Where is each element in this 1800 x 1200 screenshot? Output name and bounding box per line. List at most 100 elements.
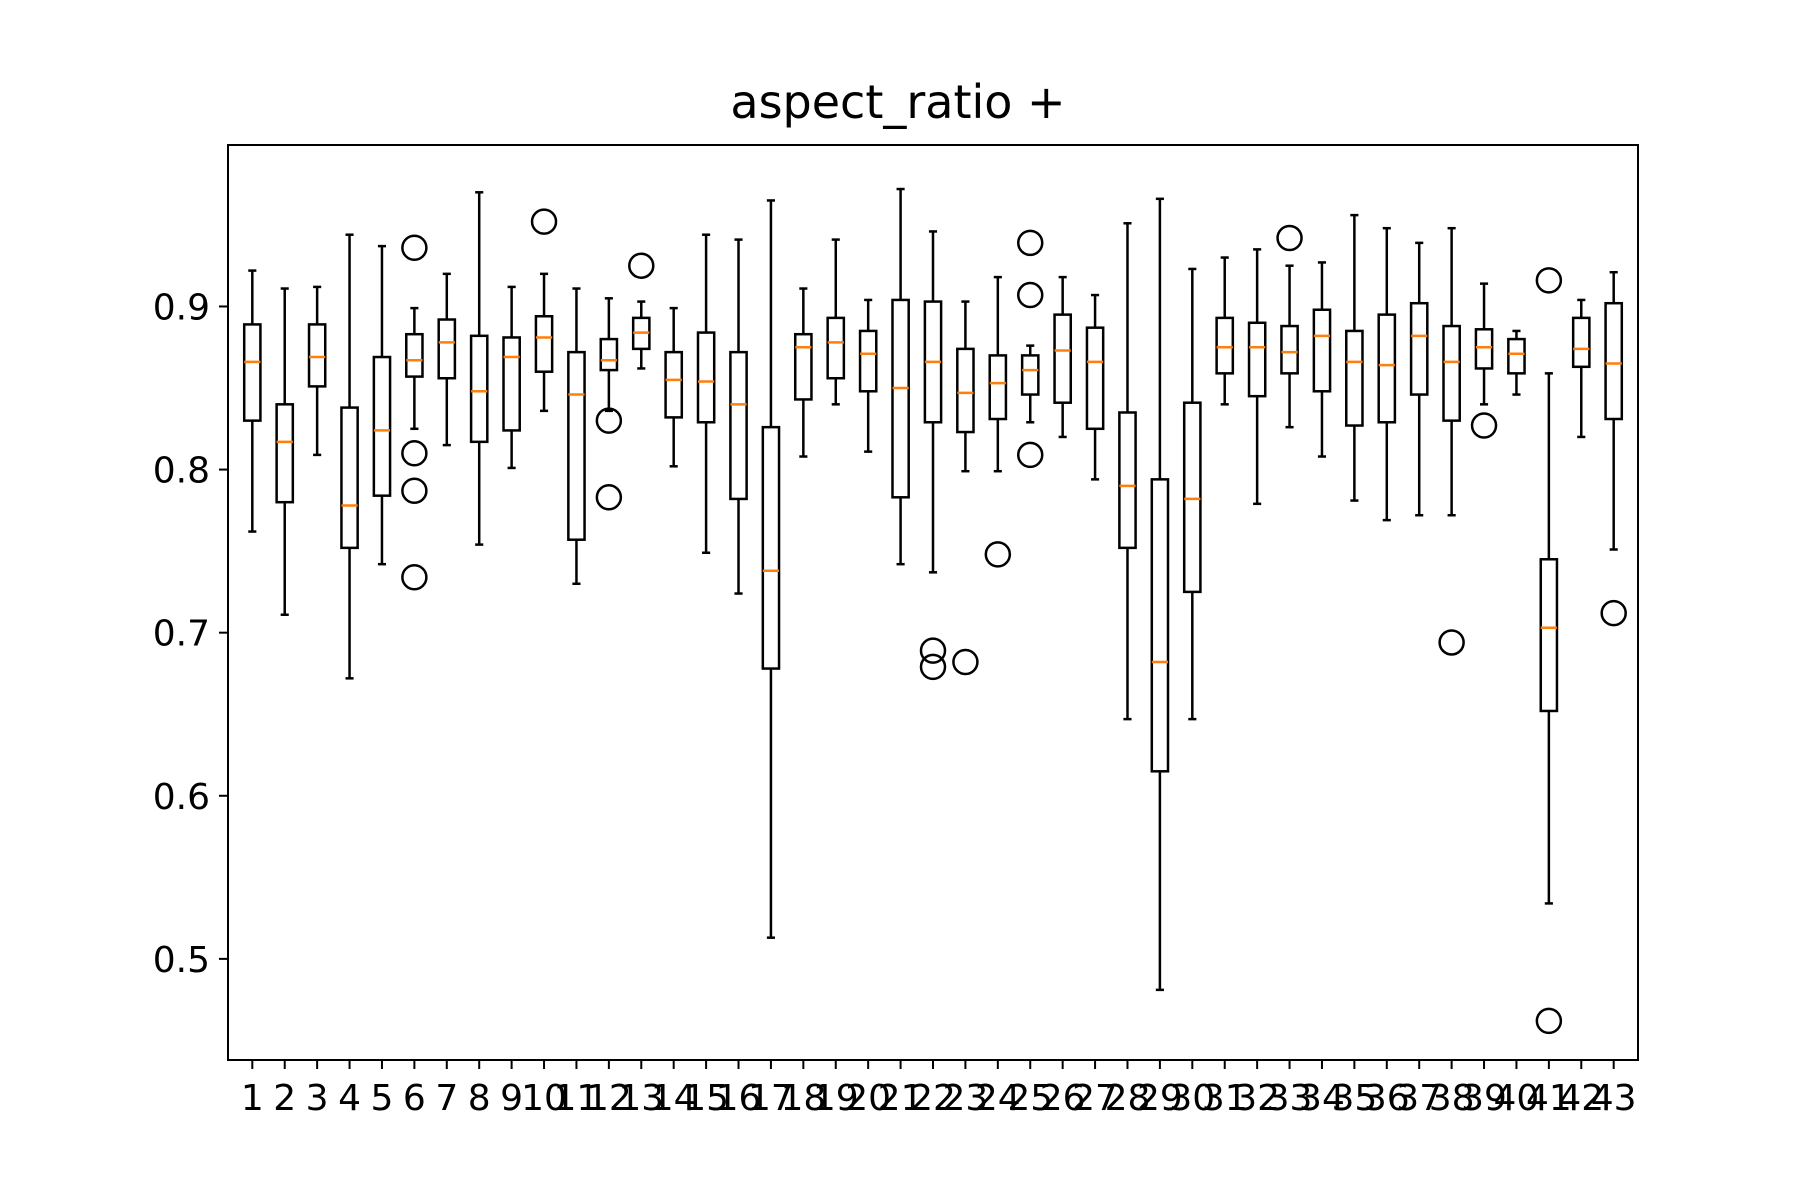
box-iqr xyxy=(437,318,457,380)
x-tick-label: 12 xyxy=(586,1078,632,1119)
x-tick-label: 32 xyxy=(1234,1078,1280,1119)
x-tick-label: 3 xyxy=(306,1078,329,1119)
box-group xyxy=(1085,293,1105,481)
x-tick-label: 29 xyxy=(1137,1078,1183,1119)
x-tick-label: 5 xyxy=(371,1078,394,1119)
box-group xyxy=(729,238,748,595)
x-tick-label: 42 xyxy=(1558,1078,1604,1119)
x-tick-label: 33 xyxy=(1267,1078,1313,1119)
y-tick-label: 0.9 xyxy=(153,287,210,328)
box-group xyxy=(793,287,813,458)
box-group xyxy=(307,285,327,457)
y-tick-label: 0.8 xyxy=(153,451,210,492)
box-iqr xyxy=(793,332,813,401)
box-group xyxy=(826,238,846,406)
box-group xyxy=(628,252,655,370)
box-group xyxy=(1409,241,1429,517)
box-group xyxy=(919,230,947,681)
box-group xyxy=(1507,329,1526,396)
outlier-point xyxy=(595,407,623,434)
outlier-point xyxy=(1535,1007,1563,1035)
box-group xyxy=(761,199,781,939)
box-group xyxy=(952,300,979,676)
box-group xyxy=(1053,275,1073,439)
y-tick-label: 0.6 xyxy=(153,777,210,818)
box-iqr xyxy=(340,406,359,550)
box-iqr xyxy=(988,354,1008,421)
x-tick-label: 40 xyxy=(1494,1078,1540,1119)
x-tick-label: 13 xyxy=(618,1078,664,1119)
outlier-point xyxy=(530,208,558,235)
box-group xyxy=(1215,256,1235,406)
chart-title: aspect_ratio + xyxy=(730,75,1065,129)
x-tick-label: 14 xyxy=(651,1078,697,1119)
x-tick-label: 26 xyxy=(1040,1078,1086,1119)
box-iqr xyxy=(1280,324,1299,375)
outlier-point xyxy=(1016,281,1044,309)
box-iqr xyxy=(275,403,295,504)
box-iqr xyxy=(664,350,684,419)
box-iqr xyxy=(956,347,975,434)
box-iqr xyxy=(405,332,424,378)
x-tick-label: 41 xyxy=(1526,1078,1572,1119)
x-tick-label: 6 xyxy=(403,1078,426,1119)
x-tick-label: 20 xyxy=(845,1078,891,1119)
box-group xyxy=(1571,298,1591,439)
box-iqr xyxy=(696,331,716,424)
box-group xyxy=(891,187,910,566)
outlier-point xyxy=(595,484,623,511)
x-tick-label: 21 xyxy=(878,1078,924,1119)
box-iqr xyxy=(1442,324,1461,422)
box-group xyxy=(1016,229,1044,469)
outlier-point xyxy=(952,648,979,676)
box-group xyxy=(1345,213,1364,502)
box-iqr xyxy=(761,425,781,670)
box-iqr xyxy=(534,315,554,373)
box-iqr xyxy=(1247,321,1267,398)
box-iqr xyxy=(372,355,392,497)
box-group xyxy=(242,269,262,533)
x-tick-label: 1 xyxy=(241,1078,264,1119)
box-iqr xyxy=(1312,308,1332,393)
box-iqr xyxy=(307,323,327,388)
box-group xyxy=(1600,270,1627,627)
x-tick-label: 31 xyxy=(1202,1078,1248,1119)
box-group xyxy=(1247,248,1267,506)
x-tick-label: 30 xyxy=(1169,1078,1215,1119)
box-iqr xyxy=(1571,316,1591,369)
x-tick-label: 16 xyxy=(716,1078,762,1119)
box-group xyxy=(1312,261,1332,458)
box-iqr xyxy=(1182,401,1202,594)
box-iqr xyxy=(1409,301,1429,396)
box-iqr xyxy=(567,350,586,541)
box-iqr xyxy=(1118,411,1137,550)
box-iqr xyxy=(1215,316,1235,375)
x-tick-label: 23 xyxy=(943,1078,989,1119)
box-group xyxy=(275,287,295,616)
x-tick-label: 24 xyxy=(975,1078,1021,1119)
x-tick-label: 27 xyxy=(1072,1078,1118,1119)
outlier-point xyxy=(919,653,947,681)
box-group xyxy=(696,233,716,555)
x-axis: 1 2 3 4 5 6 7 8 91011121314151617181920212223242… xyxy=(241,1060,1637,1119)
x-tick-label: 25 xyxy=(1007,1078,1053,1119)
outlier-point xyxy=(401,440,428,467)
outlier-point xyxy=(1600,599,1627,627)
x-tick-label: 34 xyxy=(1299,1078,1345,1119)
box-iqr xyxy=(1604,301,1624,421)
x-tick-label: 7 xyxy=(435,1078,458,1119)
x-tick-label: 10 xyxy=(521,1078,567,1119)
outlier-point xyxy=(1276,224,1303,252)
x-tick-label: 28 xyxy=(1105,1078,1151,1119)
box-group xyxy=(1377,226,1397,522)
y-tick-label: 0.7 xyxy=(153,614,210,655)
box-group xyxy=(984,275,1012,568)
x-tick-label: 19 xyxy=(813,1078,859,1119)
x-tick-label: 39 xyxy=(1461,1078,1507,1119)
box-group xyxy=(858,298,878,453)
box-group xyxy=(502,285,521,470)
box-iqr xyxy=(858,329,878,393)
box-group xyxy=(1182,267,1202,721)
box-group xyxy=(401,234,428,591)
